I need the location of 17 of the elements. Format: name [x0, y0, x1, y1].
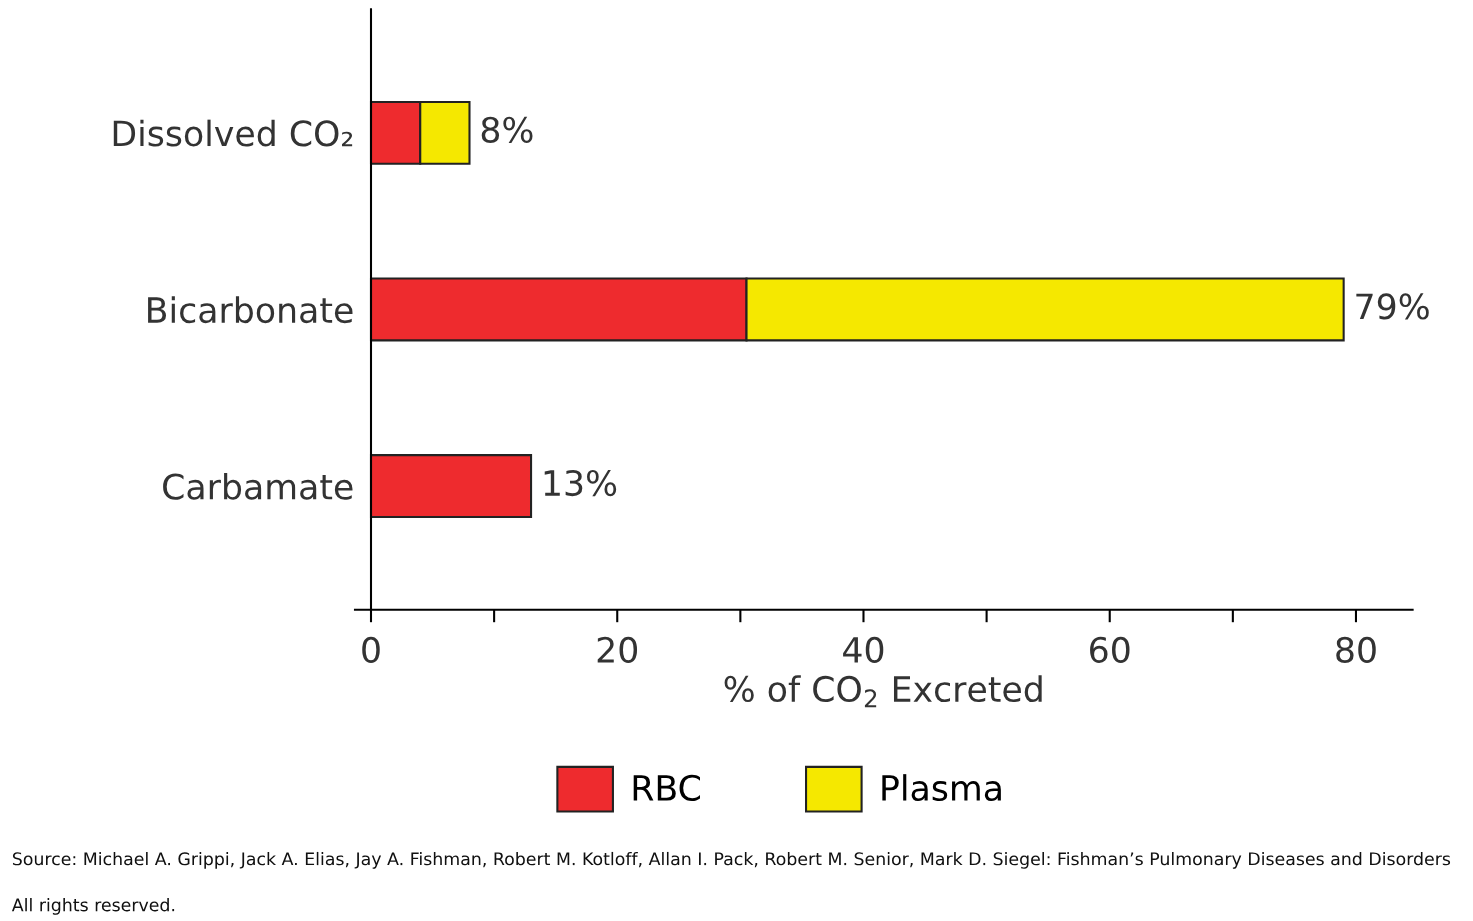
x-tick-label: 20	[597, 636, 638, 663]
x-tick-label: 40	[843, 636, 884, 663]
y-tick-label: Bicarbonate	[148, 296, 353, 324]
y-tick-label: Dissolved CO₂	[113, 119, 353, 147]
x-tick-label: 60	[1090, 636, 1130, 663]
total-label: 8%	[481, 116, 533, 143]
text: All rights reserved.	[11, 897, 175, 915]
total-label: 13%	[544, 469, 617, 497]
x-axis-title: % of CO$_{2}$ Excreted	[724, 675, 1042, 708]
x-tick-label: 0	[362, 636, 380, 663]
bar	[369, 454, 533, 519]
total-label: 79%	[1356, 293, 1429, 320]
legend-label: Plasma	[882, 774, 1001, 802]
legend-label: RBC	[633, 774, 700, 802]
source-note: Source: Michael A. Grippi, Jack A. Elias, Jay A. Fishman, Robert M. Kotloff, Allan I. Pack, Robert M. Senior, Mark D. Siegel: Fishman’s Pulmonary Diseases and Disorders	[12, 851, 1451, 869]
y-tick-label: Carbamate	[163, 472, 353, 500]
x-tick-label: 80	[1336, 636, 1376, 663]
